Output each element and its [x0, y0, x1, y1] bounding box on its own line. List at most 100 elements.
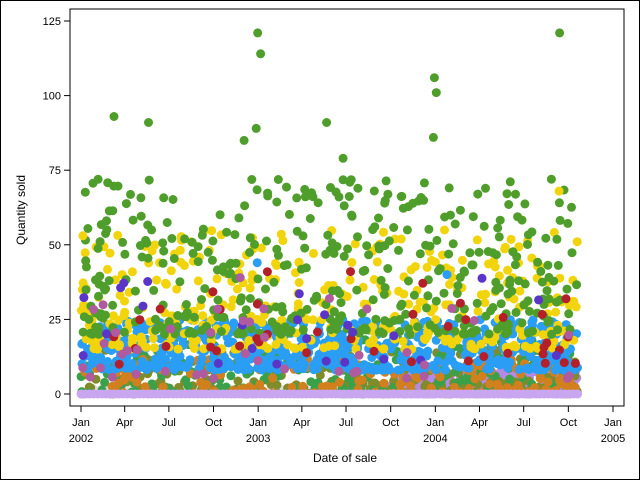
- data-point: [479, 221, 489, 231]
- data-point: [272, 244, 282, 254]
- data-point: [534, 365, 544, 375]
- data-point: [564, 309, 574, 319]
- data-point: [158, 238, 168, 248]
- data-point: [380, 283, 390, 293]
- data-point: [225, 337, 235, 347]
- data-point: [349, 368, 359, 378]
- data-point: [210, 365, 220, 375]
- data-point: [312, 364, 322, 374]
- data-point: [89, 357, 99, 367]
- data-point: [94, 291, 103, 301]
- data-point: [245, 247, 255, 257]
- data-point: [369, 275, 379, 284]
- x-tick-year-label: 2003: [246, 433, 270, 445]
- data-point: [428, 132, 438, 142]
- data-point: [541, 233, 551, 243]
- data-point: [313, 327, 322, 337]
- data-point: [353, 183, 363, 193]
- data-point: [570, 358, 580, 368]
- data-point: [521, 363, 531, 373]
- data-point: [192, 370, 202, 380]
- data-point: [491, 277, 501, 287]
- data-point: [472, 298, 482, 308]
- data-point: [326, 183, 335, 192]
- data-point: [175, 277, 185, 287]
- series-group: [78, 300, 574, 383]
- data-point: [323, 230, 333, 240]
- data-point: [173, 344, 183, 354]
- data-point: [408, 309, 418, 319]
- data-point: [291, 361, 301, 371]
- data-point: [213, 358, 223, 368]
- data-point: [78, 363, 88, 373]
- data-point: [322, 118, 332, 127]
- data-point: [81, 285, 91, 295]
- data-point: [291, 351, 301, 361]
- data-point: [113, 230, 123, 240]
- data-point: [533, 257, 543, 267]
- data-point: [523, 328, 533, 338]
- data-point: [324, 335, 334, 344]
- data-point: [444, 249, 454, 259]
- data-point: [103, 264, 112, 274]
- data-point: [301, 263, 311, 273]
- data-point: [519, 300, 529, 310]
- data-point: [233, 376, 243, 386]
- data-point: [543, 260, 553, 270]
- data-point: [354, 350, 364, 360]
- data-point: [114, 342, 124, 352]
- data-point: [479, 352, 489, 361]
- data-point: [166, 324, 176, 334]
- data-point: [96, 353, 106, 363]
- data-point: [155, 321, 164, 330]
- data-point: [160, 366, 170, 376]
- data-point: [306, 377, 316, 387]
- data-point: [450, 326, 460, 336]
- data-point: [338, 175, 348, 185]
- data-point: [505, 279, 515, 289]
- data-point: [176, 362, 186, 372]
- data-point: [539, 343, 549, 352]
- data-point: [571, 302, 581, 312]
- data-point: [368, 378, 377, 388]
- data-point: [511, 307, 521, 317]
- data-point: [349, 357, 359, 367]
- data-point: [150, 357, 160, 367]
- x-axis: Jan 2002 Apr Jul Oct Jan 2003 Apr Jul Oct Jan 2004 A…: [69, 406, 625, 445]
- data-point: [283, 340, 293, 350]
- data-point: [549, 337, 559, 347]
- data-point: [252, 299, 262, 309]
- data-point: [458, 329, 468, 339]
- y-tick-label: 50: [49, 240, 61, 252]
- data-point: [119, 327, 129, 337]
- data-point: [372, 257, 382, 267]
- x-tick-label: Apr: [293, 417, 310, 429]
- data-point: [345, 275, 355, 285]
- data-point: [320, 310, 330, 320]
- data-point: [294, 257, 304, 267]
- data-point: [330, 324, 340, 333]
- data-point: [373, 364, 383, 374]
- data-point: [552, 234, 562, 244]
- y-tick-label: 25: [49, 314, 61, 326]
- data-point: [256, 243, 266, 253]
- data-point: [429, 73, 439, 83]
- data-point: [432, 235, 442, 245]
- data-point: [273, 175, 283, 184]
- data-point: [293, 299, 303, 309]
- data-point: [505, 374, 515, 384]
- data-point: [257, 317, 267, 327]
- data-point: [517, 215, 527, 225]
- data-point: [271, 258, 280, 268]
- x-tick-label: Jul: [339, 417, 353, 429]
- data-point: [184, 359, 194, 369]
- data-point: [245, 283, 255, 293]
- data-point: [132, 345, 142, 355]
- outlier-points: [78, 28, 565, 303]
- data-point: [543, 377, 553, 387]
- data-point: [484, 259, 493, 269]
- data-point: [107, 381, 117, 391]
- data-point: [544, 294, 554, 304]
- data-point: [209, 374, 218, 383]
- data-point: [514, 365, 524, 374]
